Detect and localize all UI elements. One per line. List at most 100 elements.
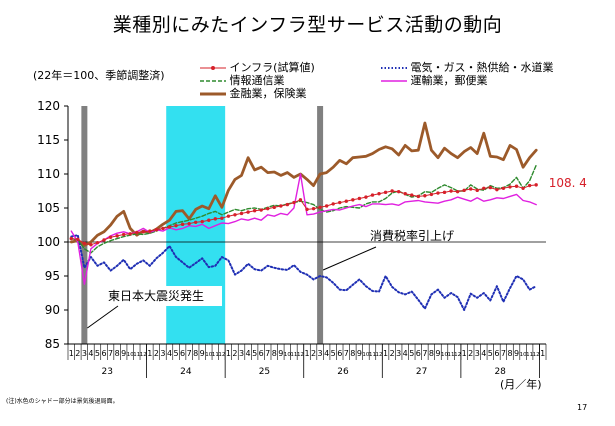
x-tick-label: 8 — [115, 349, 120, 358]
infra-point — [213, 217, 218, 221]
x-tick-label: 7 — [501, 349, 506, 358]
x-tick-label: 6 — [180, 349, 185, 358]
x-tick-label: 1 — [304, 349, 309, 358]
infra-point — [534, 183, 538, 187]
infra-point — [141, 230, 146, 234]
x-tick-label: 6 — [101, 349, 106, 358]
infra-point — [508, 185, 512, 189]
x-tick-label: 8 — [507, 349, 512, 358]
x-tick-label: 5 — [488, 349, 493, 358]
legend-label-utilities: 電気・ガス・熱供給・水道業 — [410, 61, 554, 74]
infra-point — [95, 240, 100, 245]
infra-point — [207, 218, 211, 222]
infra-point — [475, 188, 479, 193]
x-tick-label: 6 — [494, 349, 499, 358]
infra-point — [403, 192, 407, 196]
year-label-25: 25 — [259, 367, 270, 377]
x-axis-unit-label: (月／年) — [500, 378, 542, 391]
infra-point — [76, 237, 80, 241]
x-tick-label: 2 — [390, 349, 395, 358]
legend-label-infra: インフラ(試算値) — [229, 61, 315, 74]
x-tick-label: 7 — [187, 349, 192, 358]
infra-point — [521, 186, 525, 190]
infra-point — [364, 195, 368, 199]
infra-point — [396, 189, 401, 194]
y-tick-label-85: 85 — [45, 337, 60, 351]
x-tick-label: 12 — [454, 352, 461, 358]
x-tick-label: 8 — [429, 349, 434, 358]
x-tick-label: 3 — [396, 349, 401, 358]
infra-point — [239, 211, 244, 216]
x-tick-label: 1 — [462, 349, 467, 358]
x-tick-label: 10 — [284, 352, 291, 358]
legend-item-transport: 運輸業，郵便業 — [381, 72, 488, 88]
legend-label-transport: 運輸業，郵便業 — [410, 74, 488, 87]
x-tick-label: 2 — [311, 349, 316, 358]
x-tick-label: 2 — [468, 349, 473, 358]
infra-point — [135, 230, 139, 235]
infra-point — [128, 232, 132, 236]
legend-label-finance: 金融業，保険業 — [229, 87, 307, 100]
infra-point — [514, 184, 519, 188]
x-tick-label: 8 — [350, 349, 355, 358]
infra-point — [180, 222, 185, 227]
year-label-24: 24 — [180, 367, 192, 377]
infra-point — [233, 213, 237, 217]
infra-point — [272, 205, 276, 210]
infra-point — [252, 209, 257, 213]
infra-point — [259, 208, 263, 212]
infra-point — [370, 193, 375, 197]
infra-point — [527, 183, 532, 188]
x-tick-label: 3 — [318, 349, 323, 358]
legend-item-utilities: 電気・ガス・熱供給・水道業 — [381, 59, 554, 75]
infra-point — [187, 221, 191, 226]
x-tick-label: 9 — [514, 349, 519, 358]
x-tick-label: 1 — [540, 349, 545, 358]
infra-point — [344, 199, 348, 203]
x-tick-label: 5 — [173, 349, 178, 358]
infra-point — [436, 191, 440, 195]
infra-point — [488, 185, 493, 190]
y-tick-label-115: 115 — [37, 133, 60, 147]
x-tick-label: 11 — [526, 352, 533, 358]
x-tick-label: 11 — [133, 352, 140, 358]
x-tick-label: 3 — [82, 349, 87, 358]
legend-swatch-infra — [200, 66, 226, 70]
legend-swatch-utilities — [381, 67, 407, 69]
x-tick-label: 4 — [246, 349, 251, 358]
x-tick-label: 9 — [278, 349, 283, 358]
x-tick-label: 12 — [376, 352, 383, 358]
infra-point — [285, 202, 290, 207]
infra-point — [410, 193, 414, 197]
page-number: 17 — [577, 403, 588, 412]
infra-point — [423, 194, 427, 198]
y-tick-label-100: 100 — [37, 235, 60, 249]
x-tick-label: 5 — [252, 349, 257, 358]
x-tick-label: 6 — [259, 349, 264, 358]
x-tick-label: 3 — [475, 349, 480, 358]
x-tick-label: 10 — [520, 352, 527, 358]
infra-point — [383, 190, 388, 195]
tax-label: 消費税率引上げ — [370, 228, 454, 243]
earthquake-label: 東日本大震災発生 — [108, 289, 204, 303]
infra-point — [390, 189, 394, 193]
year-label-28: 28 — [494, 367, 506, 377]
x-tick-label: 9 — [435, 349, 440, 358]
infra-point — [246, 210, 250, 214]
x-tick-label: 5 — [409, 349, 414, 358]
x-tick-label: 7 — [422, 349, 427, 358]
legend-swatch-finance — [200, 92, 226, 96]
x-tick-label: 11 — [369, 352, 376, 358]
footnote: (注)水色のシャドー部分は景気後退局面。 — [6, 398, 119, 405]
infra-point — [298, 198, 303, 202]
infra-point — [167, 225, 172, 229]
y-tick-label-110: 110 — [37, 167, 60, 181]
x-tick-label: 7 — [108, 349, 113, 358]
infra-point — [200, 219, 204, 224]
series-line-transport — [70, 173, 537, 285]
legend-item-finance: 金融業，保険業 — [200, 85, 307, 101]
infra-point — [226, 214, 231, 218]
infra-point — [501, 186, 506, 190]
x-tick-label: 1 — [226, 349, 231, 358]
